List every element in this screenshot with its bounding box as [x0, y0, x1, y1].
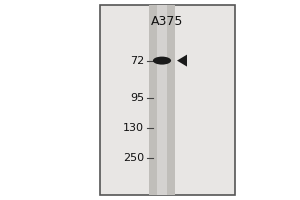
Text: A375: A375	[151, 15, 184, 28]
Text: 250: 250	[123, 153, 144, 163]
Text: 95: 95	[130, 93, 144, 103]
Polygon shape	[177, 55, 187, 67]
Text: 130: 130	[123, 123, 144, 133]
Text: 72: 72	[130, 56, 144, 66]
Bar	[157, 5, 167, 195]
Bar	[100, 5, 235, 195]
Ellipse shape	[153, 57, 171, 65]
Bar	[149, 5, 175, 195]
